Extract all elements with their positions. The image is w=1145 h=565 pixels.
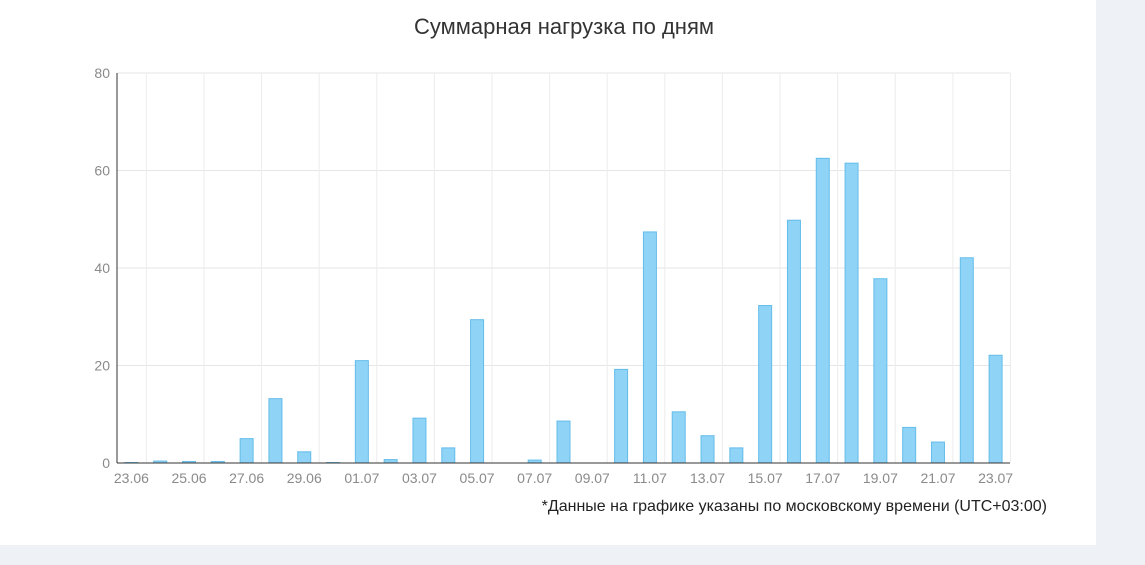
- bar-11.07: [642, 231, 657, 464]
- x-tick-label: 29.06: [287, 470, 322, 486]
- bar-21.07: [930, 441, 945, 464]
- y-tick-label: 40: [94, 260, 110, 276]
- bar-02.07: [383, 459, 398, 464]
- bar-05.07: [470, 319, 485, 464]
- y-tick-label: 80: [94, 65, 110, 81]
- bar-20.07: [902, 426, 917, 464]
- x-tick-label: 17.07: [805, 470, 840, 486]
- bar-12.07: [671, 411, 686, 464]
- x-tick-label: 07.07: [517, 470, 552, 486]
- x-tick-label: 01.07: [344, 470, 379, 486]
- x-tick-label: 25.06: [171, 470, 206, 486]
- bar-08.07: [556, 420, 571, 464]
- x-tick-label: 03.07: [402, 470, 437, 486]
- x-tick-label: 11.07: [633, 470, 667, 486]
- x-tick-label: 13.07: [690, 470, 725, 486]
- x-tick-label: 23.06: [114, 470, 149, 486]
- x-tick-label: 23.07: [978, 470, 1013, 486]
- x-tick-label: 19.07: [863, 470, 898, 486]
- x-tick-label: 15.07: [748, 470, 783, 486]
- bar-18.07: [844, 162, 859, 464]
- x-tick-label: 21.07: [920, 470, 955, 486]
- timezone-footnote: *Данные на графике указаны по московском…: [541, 498, 1047, 515]
- x-tick-label: 27.06: [229, 470, 264, 486]
- bar-15.07: [758, 305, 773, 464]
- bar-14.07: [729, 447, 744, 464]
- x-tick-label: 09.07: [575, 470, 610, 486]
- bar-16.07: [786, 219, 801, 464]
- bar-23.07: [988, 354, 1003, 464]
- bar-28.06: [268, 398, 283, 464]
- y-tick-label: 20: [94, 358, 110, 374]
- bar-03.07: [412, 417, 427, 464]
- bar-17.07: [815, 157, 830, 464]
- bar-29.06: [297, 451, 312, 464]
- x-tick-label: 05.07: [460, 470, 495, 486]
- chart-title: Суммарная нагрузка по дням: [414, 14, 714, 39]
- bar-22.07: [959, 257, 974, 464]
- bar-13.07: [700, 435, 715, 464]
- bar-01.07: [354, 360, 369, 464]
- y-tick-label: 0: [102, 455, 110, 471]
- y-tick-label: 60: [94, 163, 110, 179]
- bar-27.06: [239, 438, 254, 464]
- bar-19.07: [873, 278, 888, 464]
- bar-10.07: [614, 368, 629, 464]
- bar-04.07: [441, 447, 456, 464]
